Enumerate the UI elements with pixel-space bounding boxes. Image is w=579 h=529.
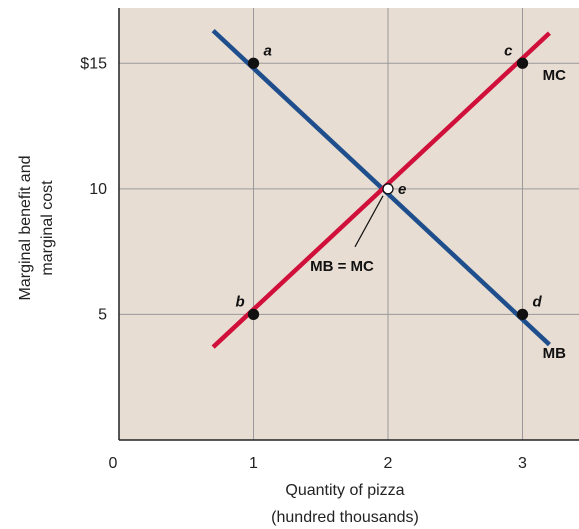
- data-points: a c e b d: [236, 42, 543, 321]
- point-label-a: a: [264, 42, 272, 59]
- x-tick-label-1: 1: [249, 455, 258, 472]
- y-axis-title-line-2: marginal cost: [39, 180, 56, 276]
- annotation-label-0: MB = MC: [310, 258, 374, 275]
- tick-labels: 0 1 2 3 5 10 $15: [80, 55, 527, 472]
- y-axis-title-line-1: Marginal benefit and: [17, 156, 34, 301]
- x-axis-title-line-2: (hundred thousands): [271, 509, 419, 526]
- point-label-c: c: [504, 42, 513, 59]
- point-d: [516, 308, 529, 321]
- point-a: [247, 57, 260, 69]
- point-label-b: b: [236, 293, 245, 310]
- point-c: [516, 57, 529, 69]
- x-axis-title-line-1: Quantity of pizza: [285, 482, 404, 499]
- x-tick-label-3: 3: [518, 455, 527, 472]
- y-tick-label-10: 10: [89, 181, 107, 198]
- x-tick-label-0: 0: [109, 455, 118, 472]
- x-tick-label-2: 2: [384, 455, 393, 472]
- point-b: [247, 308, 260, 321]
- annotation-leader-0: [354, 195, 384, 248]
- series-label-mc: MC: [543, 67, 566, 84]
- point-e: [382, 183, 394, 195]
- axes: [118, 8, 579, 441]
- y-tick-label-5: 5: [98, 306, 107, 323]
- y-tick-label-$15: $15: [80, 55, 107, 72]
- point-label-e: e: [398, 181, 406, 198]
- point-label-d: d: [533, 293, 543, 310]
- annotations: MB = MC: [310, 195, 384, 275]
- series-lines: MB MC: [211, 28, 566, 362]
- grid: [119, 8, 579, 440]
- series-line-mc: [211, 31, 551, 349]
- series-label-mb: MB: [543, 345, 566, 362]
